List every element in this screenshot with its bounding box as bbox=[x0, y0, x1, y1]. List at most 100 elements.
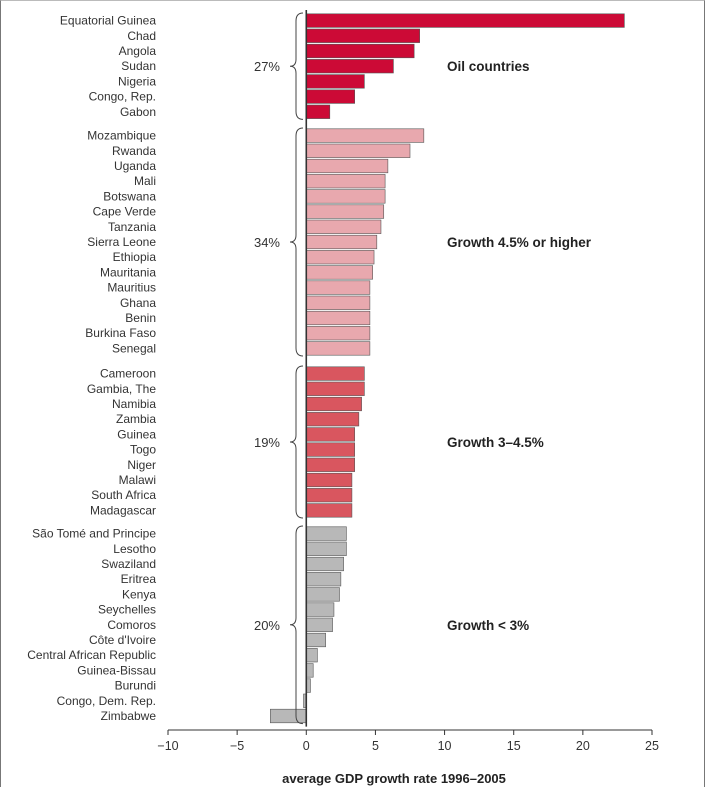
country-label: Senegal bbox=[112, 341, 156, 355]
bar-guinea-bissau bbox=[305, 663, 314, 678]
country-label: Namibia bbox=[112, 397, 156, 411]
bar-ethiopia bbox=[305, 250, 375, 265]
bar-malawi bbox=[305, 472, 353, 488]
group-annotations-layer: 27% Oil countries 34% Growth 4.5% or higher… bbox=[254, 12, 592, 725]
group-share-label: 19% bbox=[254, 435, 280, 450]
group-share-label: 34% bbox=[254, 235, 280, 250]
bar-gabon bbox=[305, 104, 331, 119]
bar-angola bbox=[305, 43, 415, 59]
group-brace bbox=[289, 127, 304, 357]
country-label: Botswana bbox=[103, 189, 156, 203]
country-label: Côte d'Ivoire bbox=[89, 633, 156, 647]
x-tick-label: 10 bbox=[438, 739, 452, 753]
bar-nigeria bbox=[305, 74, 365, 89]
group-name-label: Growth 3–4.5% bbox=[447, 435, 544, 450]
bar-benin bbox=[305, 310, 371, 326]
group-name-label: Growth < 3% bbox=[447, 618, 529, 633]
country-label: Niger bbox=[127, 458, 156, 472]
country-label: Madagascar bbox=[90, 503, 156, 517]
country-label: Eritrea bbox=[121, 572, 157, 586]
group-share-label: 27% bbox=[254, 59, 280, 74]
bar-lesotho bbox=[305, 541, 347, 556]
bar-sudan bbox=[305, 59, 394, 74]
bars-layer bbox=[270, 13, 625, 724]
bar-c-te-d-ivoire bbox=[305, 632, 326, 648]
bar-gambia-the bbox=[305, 381, 365, 396]
country-label: Malawi bbox=[119, 473, 156, 487]
country-label: Guinea bbox=[117, 427, 156, 441]
bar-cameroon bbox=[305, 366, 365, 381]
bar-equatorial-guinea bbox=[305, 13, 625, 28]
x-tick-label: 15 bbox=[507, 739, 521, 753]
bar-mozambique bbox=[305, 128, 425, 143]
bar-zimbabwe bbox=[270, 708, 307, 724]
bar-mali bbox=[305, 174, 386, 189]
bar-uganda bbox=[305, 158, 389, 174]
bar-zambia bbox=[305, 412, 360, 427]
bar-central-african-republic bbox=[305, 648, 318, 663]
country-label: Swaziland bbox=[101, 557, 156, 571]
country-label: Zambia bbox=[116, 412, 156, 426]
country-label: Lesotho bbox=[113, 542, 156, 556]
country-label: Kenya bbox=[122, 587, 156, 601]
country-label: Equatorial Guinea bbox=[60, 14, 156, 28]
bar-guinea bbox=[305, 427, 355, 442]
country-label: Congo, Dem. Rep. bbox=[57, 694, 156, 708]
country-label: Mozambique bbox=[87, 129, 156, 143]
country-label: Cameroon bbox=[100, 367, 156, 381]
bar-eritrea bbox=[305, 572, 342, 587]
bar-congo-rep- bbox=[305, 89, 355, 104]
bar-mauritania bbox=[305, 265, 373, 280]
bar-seychelles bbox=[305, 602, 335, 617]
country-label: Ethiopia bbox=[113, 250, 157, 264]
bar-rwanda bbox=[305, 143, 411, 158]
country-label: Ghana bbox=[120, 296, 156, 310]
x-tick-label: −10 bbox=[157, 739, 178, 753]
country-label: Togo bbox=[130, 443, 156, 457]
bar-kenya bbox=[305, 587, 340, 602]
bar-chad bbox=[305, 28, 420, 43]
group-name-label: Oil countries bbox=[447, 59, 530, 74]
country-label: Congo, Rep. bbox=[89, 90, 156, 104]
group-brace bbox=[289, 525, 304, 725]
country-label: Gambia, The bbox=[87, 382, 156, 396]
country-label: Rwanda bbox=[112, 144, 156, 158]
bar-tanzania bbox=[305, 219, 382, 234]
country-label: Burundi bbox=[115, 679, 156, 693]
bar-senegal bbox=[305, 341, 371, 356]
country-label: Mali bbox=[134, 174, 156, 188]
country-label: Chad bbox=[127, 29, 156, 43]
group-share-label: 20% bbox=[254, 618, 280, 633]
x-tick-label: 20 bbox=[576, 739, 590, 753]
x-tick-label: 5 bbox=[372, 739, 379, 753]
bar-ghana bbox=[305, 295, 371, 310]
bar-burkina-faso bbox=[305, 326, 371, 341]
country-label: Mauritania bbox=[100, 265, 156, 279]
country-label: Comoros bbox=[107, 618, 156, 632]
bar-madagascar bbox=[305, 503, 353, 518]
country-label: Sudan bbox=[121, 59, 156, 73]
country-label: Uganda bbox=[114, 159, 156, 173]
bar-sierra-leone bbox=[305, 234, 378, 250]
x-tick-label: 25 bbox=[645, 739, 659, 753]
country-label: Guinea-Bissau bbox=[77, 663, 156, 677]
bar-botswana bbox=[305, 189, 386, 204]
bar-south-africa bbox=[305, 488, 353, 503]
group-brace bbox=[289, 365, 304, 519]
country-label: Benin bbox=[125, 311, 156, 325]
country-label: Gabon bbox=[120, 105, 156, 119]
country-label: Mauritius bbox=[107, 281, 156, 295]
bar-niger bbox=[305, 457, 355, 472]
country-label: Burkina Faso bbox=[85, 326, 156, 340]
bar-namibia bbox=[305, 396, 362, 412]
x-axis: −10 −5 0 5 10 15 20 25 bbox=[157, 10, 659, 753]
country-label: Sierra Leone bbox=[87, 235, 156, 249]
country-label: Central African Republic bbox=[27, 648, 156, 662]
country-label: Zimbabwe bbox=[101, 709, 157, 723]
bar-mauritius bbox=[305, 280, 371, 295]
x-axis-label: average GDP growth rate 1996–2005 bbox=[282, 771, 506, 786]
bar-s-o-tom-and-principe bbox=[305, 526, 347, 541]
country-label: Cape Verde bbox=[93, 205, 157, 219]
